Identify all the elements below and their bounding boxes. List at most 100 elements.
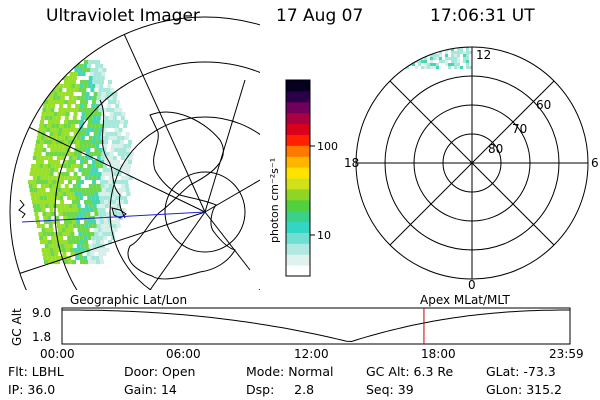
aurora-pixel	[96, 60, 100, 64]
aurora-pixel	[96, 220, 100, 224]
aurora-pixel	[90, 128, 95, 132]
aurora-pixel	[61, 228, 66, 232]
aurora-pixel	[78, 68, 83, 72]
mlt-line	[389, 80, 555, 246]
aurora-pixel	[115, 164, 120, 168]
geographic-map	[9, 16, 260, 290]
aurora-pixel	[57, 208, 62, 212]
aurora-pixel	[99, 64, 104, 68]
aurora-pixel	[97, 112, 102, 116]
aurora-pixel	[124, 136, 129, 140]
aurora-pixel	[116, 136, 121, 140]
mlat-label-60: 60	[536, 98, 551, 112]
aurora-pixel	[94, 212, 99, 216]
aurora-pixel	[92, 180, 96, 184]
aurora-pixel	[38, 168, 43, 172]
aurora-pixel	[118, 168, 123, 172]
aurora-pixel	[60, 180, 64, 184]
aurora-pixel	[92, 116, 97, 120]
polar-aurora-pixel	[451, 57, 454, 60]
aurora-pixel	[93, 172, 98, 176]
aurora-pixel	[49, 92, 54, 96]
aurora-pixel	[80, 224, 85, 228]
aurora-pixel	[92, 160, 96, 164]
aurora-pixel	[70, 232, 75, 236]
polar-aurora-pixel	[409, 60, 412, 63]
aurora-pixel	[112, 136, 117, 140]
polar-aurora-pixel	[430, 48, 433, 51]
aurora-pixel	[65, 172, 70, 176]
aurora-pixel	[116, 204, 121, 208]
colorbar-stripe	[286, 101, 310, 114]
aurora-pixel	[54, 68, 59, 72]
polar-aurora-pixel	[430, 60, 433, 63]
aurora-pixel	[36, 224, 41, 228]
colorbar-stripe	[286, 178, 310, 190]
aurora-pixel	[63, 84, 68, 88]
aurora-pixel	[80, 116, 85, 120]
aurora-pixel	[52, 60, 56, 64]
polar-aurora-pixel	[418, 54, 421, 57]
aurora-pixel	[44, 180, 48, 184]
aurora-pixel	[93, 92, 98, 96]
aurora-pixel	[46, 252, 51, 256]
polar-aurora-pixel	[421, 54, 424, 57]
aurora-pixel	[68, 136, 73, 140]
aurora-pixel	[72, 260, 76, 264]
aurora-pixel	[108, 100, 112, 104]
polar-aurora-pixel	[466, 63, 469, 66]
aurora-pixel	[107, 84, 112, 88]
aurora-pixel	[99, 236, 104, 240]
aurora-pixel	[80, 240, 84, 244]
aurora-pixel	[82, 212, 87, 216]
aurora-pixel	[89, 152, 94, 156]
aurora-pixel	[62, 128, 67, 132]
aurora-pixel	[115, 104, 120, 108]
polar-aurora-pixel	[400, 47, 403, 48]
aurora-pixel	[40, 184, 45, 188]
mlt-label-18: 18	[344, 156, 359, 170]
aurora-pixel	[49, 112, 54, 116]
aurora-pixel	[87, 196, 92, 200]
aurora-pixel	[52, 76, 57, 80]
aurora-pixel	[124, 184, 129, 188]
aurora-pixel	[56, 100, 60, 104]
aurora-pixel	[77, 228, 82, 232]
polar-aurora-pixel	[457, 51, 460, 54]
aurora-pixel	[32, 156, 37, 160]
aurora-pixel	[40, 140, 44, 144]
polar-aurora-pixel	[463, 51, 466, 54]
aurora-pixel	[52, 136, 57, 140]
aurora-pixel	[115, 144, 120, 148]
aurora-pixel	[39, 196, 44, 200]
aurora-pixel	[86, 68, 91, 72]
polar-aurora-pixel	[421, 48, 424, 51]
colorbar-stripe	[286, 134, 310, 146]
aurora-pixel	[103, 216, 108, 220]
aurora-pixel	[73, 112, 78, 116]
aurora-pixel	[49, 172, 54, 176]
gain-status: Gain: 14	[124, 382, 177, 397]
aurora-pixel	[62, 192, 67, 196]
polar-aurora-pixel	[421, 47, 424, 48]
colorbar-tick-label: 100	[317, 140, 338, 153]
aurora-pixel	[35, 216, 40, 220]
aurora-pixel	[118, 128, 123, 132]
aurora-pixel	[91, 124, 96, 128]
aurora-pixel	[91, 144, 96, 148]
polar-aurora-pixel	[415, 51, 418, 54]
aurora-pixel	[84, 240, 88, 244]
polar-aurora-pixel	[430, 57, 433, 60]
aurora-pixel	[79, 196, 84, 200]
aurora-pixel	[93, 228, 98, 232]
polar-aurora-pixel	[454, 63, 457, 66]
aurora-pixel	[53, 152, 58, 156]
aurora-pixel	[118, 192, 123, 196]
aurora-pixel	[70, 168, 75, 172]
aurora-pixel	[86, 168, 91, 172]
aurora-pixel	[40, 156, 45, 160]
aurora-pixel	[60, 156, 65, 160]
aurora-pixel	[96, 244, 101, 248]
polar-aurora-pixel	[457, 66, 460, 69]
aurora-pixel	[44, 260, 48, 264]
